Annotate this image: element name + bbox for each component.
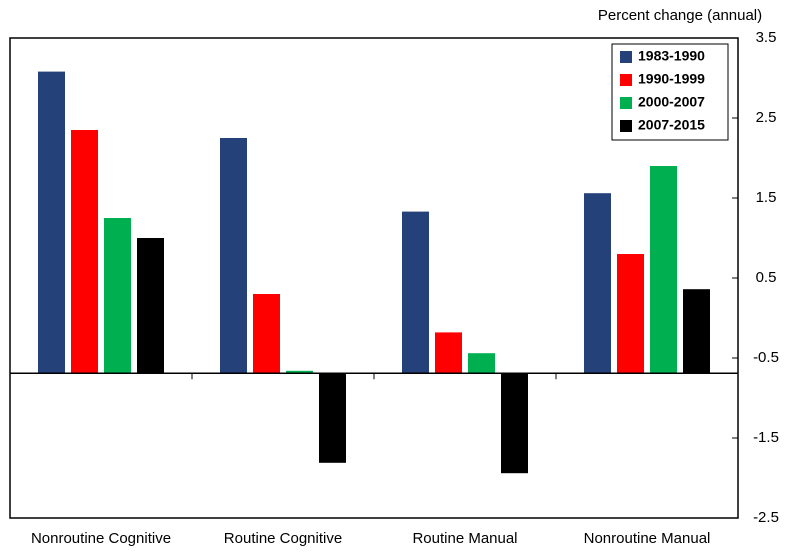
bar — [71, 130, 98, 374]
bar — [319, 373, 346, 463]
bar — [38, 71, 65, 374]
legend-swatch — [620, 74, 632, 86]
x-tick-label: Routine Cognitive — [224, 530, 342, 547]
x-tick-label: Nonroutine Manual — [584, 530, 711, 547]
legend-label: 1990-1999 — [638, 71, 705, 87]
y-tick-label: 1.5 — [756, 189, 777, 206]
y-tick-label: -2.5 — [753, 509, 779, 526]
bar — [402, 211, 429, 374]
bar — [650, 166, 677, 374]
bar — [501, 373, 528, 474]
y-tick-label: 3.5 — [756, 29, 777, 46]
bar — [104, 218, 131, 374]
bar — [584, 193, 611, 374]
legend-label: 2000-2007 — [638, 94, 705, 110]
legend-swatch — [620, 120, 632, 132]
legend-label: 1983-1990 — [638, 48, 705, 64]
axis-title: Percent change (annual) — [598, 7, 762, 24]
legend: 1983-1990 1990-1999 2000-2007 2007-2015 — [611, 43, 729, 141]
bar — [286, 370, 313, 374]
legend-swatch — [620, 97, 632, 109]
x-tick-label: Routine Manual — [412, 530, 517, 547]
y-tick-label: 2.5 — [756, 109, 777, 126]
y-tick-label: -1.5 — [753, 429, 779, 446]
legend-swatch — [620, 51, 632, 63]
bar — [435, 332, 462, 374]
y-tick-label: 0.5 — [756, 269, 777, 286]
bar — [468, 353, 495, 374]
x-tick-label: Nonroutine Cognitive — [31, 530, 171, 547]
y-tick-label: -0.5 — [753, 349, 779, 366]
bar — [617, 254, 644, 374]
bar — [137, 238, 164, 374]
bar — [220, 138, 247, 374]
legend-label: 2007-2015 — [638, 117, 705, 133]
bar — [683, 289, 710, 374]
bar — [253, 294, 280, 374]
